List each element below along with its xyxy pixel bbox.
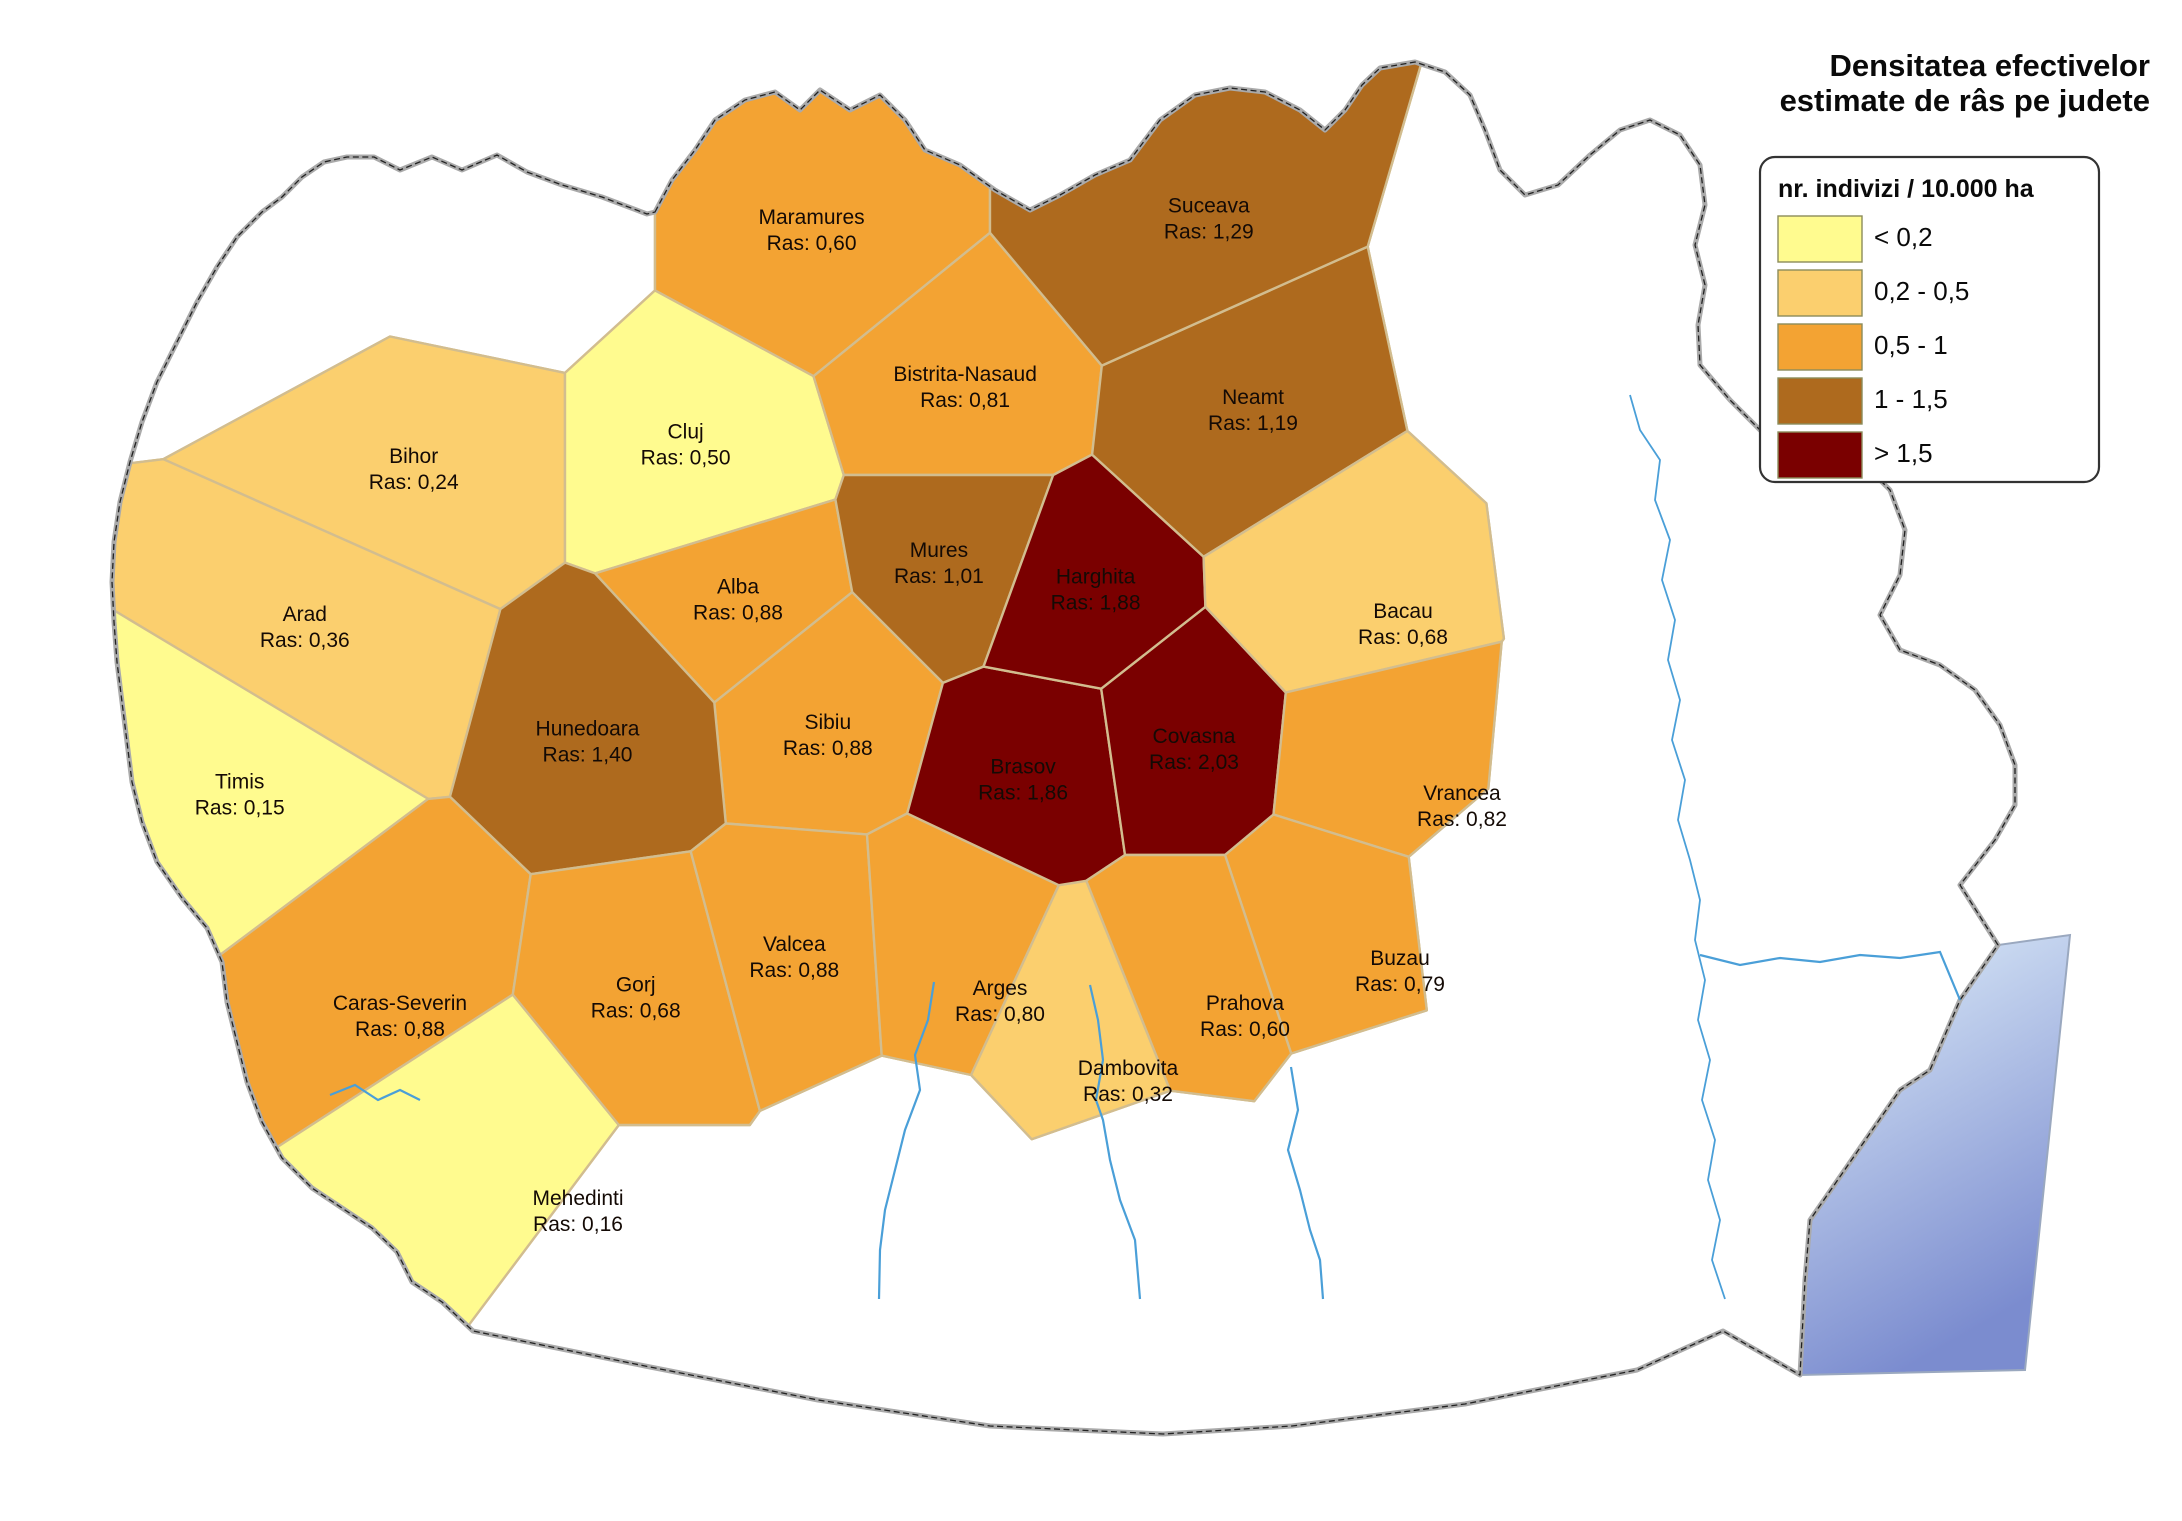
svg-text:Ras: 1,88: Ras: 1,88 xyxy=(1051,591,1141,614)
svg-text:Caras-Severin: Caras-Severin xyxy=(333,992,467,1015)
svg-text:Ras: 0,81: Ras: 0,81 xyxy=(920,389,1010,412)
svg-text:Mehedinti: Mehedinti xyxy=(532,1187,623,1210)
svg-text:Ras: 1,40: Ras: 1,40 xyxy=(543,743,633,766)
svg-text:Dambovita: Dambovita xyxy=(1078,1057,1179,1080)
svg-text:Densitatea efectivelor: Densitatea efectivelor xyxy=(1830,48,2150,83)
svg-text:Ras: 1,19: Ras: 1,19 xyxy=(1208,412,1298,435)
svg-text:Ras: 1,29: Ras: 1,29 xyxy=(1164,220,1254,243)
svg-text:Ras: 0,32: Ras: 0,32 xyxy=(1083,1083,1173,1106)
svg-text:Ras: 0,88: Ras: 0,88 xyxy=(749,959,839,982)
svg-text:Ras: 0,36: Ras: 0,36 xyxy=(260,629,350,652)
svg-text:estimate de râs pe judete: estimate de râs pe judete xyxy=(1780,83,2150,118)
svg-text:Gorj: Gorj xyxy=(616,974,656,997)
svg-text:Ras: 0,68: Ras: 0,68 xyxy=(1358,626,1448,649)
svg-text:Alba: Alba xyxy=(717,576,759,599)
svg-text:Mures: Mures xyxy=(910,539,968,562)
svg-text:Ras: 1,86: Ras: 1,86 xyxy=(978,782,1068,805)
svg-text:Buzau: Buzau xyxy=(1370,947,1430,970)
svg-text:Prahova: Prahova xyxy=(1206,992,1285,1015)
svg-text:nr. indivizi / 10.000 ha: nr. indivizi / 10.000 ha xyxy=(1778,175,2035,203)
svg-text:Timis: Timis xyxy=(215,771,264,794)
svg-text:Ras: 0,15: Ras: 0,15 xyxy=(195,797,285,820)
svg-text:Ras: 0,79: Ras: 0,79 xyxy=(1355,973,1445,996)
svg-text:Ras: 1,01: Ras: 1,01 xyxy=(894,565,984,588)
svg-text:Ras: 0,16: Ras: 0,16 xyxy=(533,1213,623,1236)
svg-text:Bacau: Bacau xyxy=(1373,600,1433,623)
svg-text:Cluj: Cluj xyxy=(668,420,704,443)
svg-text:Sibiu: Sibiu xyxy=(804,711,851,734)
svg-text:< 0,2: < 0,2 xyxy=(1874,222,1933,252)
svg-text:Hunedoara: Hunedoara xyxy=(536,717,640,740)
svg-text:Arges: Arges xyxy=(973,977,1028,1000)
svg-text:Ras: 0,80: Ras: 0,80 xyxy=(955,1003,1045,1026)
svg-text:Bistrita-Nasaud: Bistrita-Nasaud xyxy=(893,363,1037,386)
svg-text:Ras: 0,24: Ras: 0,24 xyxy=(369,471,459,494)
svg-text:Harghita: Harghita xyxy=(1056,565,1136,588)
svg-text:Neamt: Neamt xyxy=(1222,386,1284,409)
svg-text:Covasna: Covasna xyxy=(1153,725,1236,748)
svg-text:Ras: 0,50: Ras: 0,50 xyxy=(641,446,731,469)
svg-text:Valcea: Valcea xyxy=(763,933,826,956)
svg-text:1 - 1,5: 1 - 1,5 xyxy=(1874,384,1948,414)
svg-text:> 1,5: > 1,5 xyxy=(1874,438,1933,468)
svg-text:Ras: 2,03: Ras: 2,03 xyxy=(1149,751,1239,774)
svg-text:Ras: 0,82: Ras: 0,82 xyxy=(1417,808,1507,831)
svg-text:0,5 - 1: 0,5 - 1 xyxy=(1874,330,1948,360)
svg-text:0,2 - 0,5: 0,2 - 0,5 xyxy=(1874,276,1969,306)
svg-text:Ras: 0,60: Ras: 0,60 xyxy=(767,232,857,255)
svg-text:Maramures: Maramures xyxy=(758,206,864,229)
svg-text:Suceava: Suceava xyxy=(1168,194,1250,217)
svg-text:Bihor: Bihor xyxy=(389,445,438,468)
svg-text:Ras: 0,88: Ras: 0,88 xyxy=(693,602,783,625)
svg-text:Arad: Arad xyxy=(283,603,327,626)
svg-text:Brasov: Brasov xyxy=(990,756,1056,779)
svg-text:Ras: 0,88: Ras: 0,88 xyxy=(783,737,873,760)
svg-text:Ras: 0,60: Ras: 0,60 xyxy=(1200,1018,1290,1041)
svg-text:Ras: 0,68: Ras: 0,68 xyxy=(591,1000,681,1023)
svg-text:Ras: 0,88: Ras: 0,88 xyxy=(355,1018,445,1041)
svg-text:Vrancea: Vrancea xyxy=(1423,782,1501,805)
